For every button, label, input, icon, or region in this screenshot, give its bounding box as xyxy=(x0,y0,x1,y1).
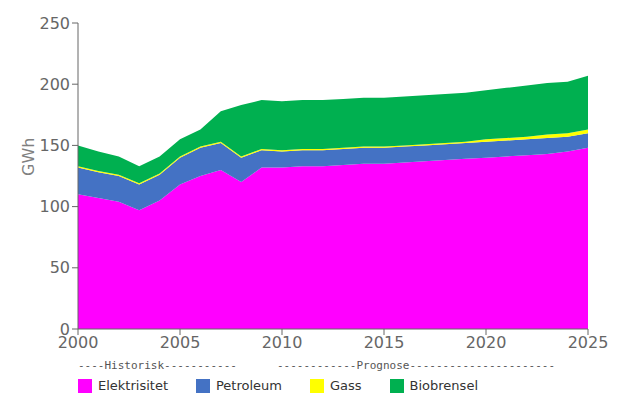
svg-text:150: 150 xyxy=(39,136,70,155)
html-text:Gass: Gass xyxy=(330,378,362,393)
html-text:----Historisk-----------: ----Historisk----------- xyxy=(78,359,237,372)
svg-text:0: 0 xyxy=(60,320,70,339)
svg-text:100: 100 xyxy=(39,197,70,216)
html-text:Petroleum: Petroleum xyxy=(216,378,282,393)
svg-text:50: 50 xyxy=(50,258,70,277)
svg-text:250: 250 xyxy=(39,14,70,33)
svg-text:2025: 2025 xyxy=(568,333,608,352)
html-text:------------Prognose----------: ------------Prognose--------------------… xyxy=(277,359,556,372)
svg-text:2000: 2000 xyxy=(57,333,99,353)
html-text:Elektrisitet: Elektrisitet xyxy=(98,378,168,393)
svg-text:200: 200 xyxy=(39,75,70,94)
svg-text:GWh: GWh xyxy=(19,138,38,176)
svg-text:2015: 2015 xyxy=(364,333,405,352)
svg-text:2010: 2010 xyxy=(262,333,303,352)
svg-text:2005: 2005 xyxy=(160,333,201,352)
html-text:Biobrensel: Biobrensel xyxy=(409,378,478,393)
svg-text:2020: 2020 xyxy=(466,333,507,352)
